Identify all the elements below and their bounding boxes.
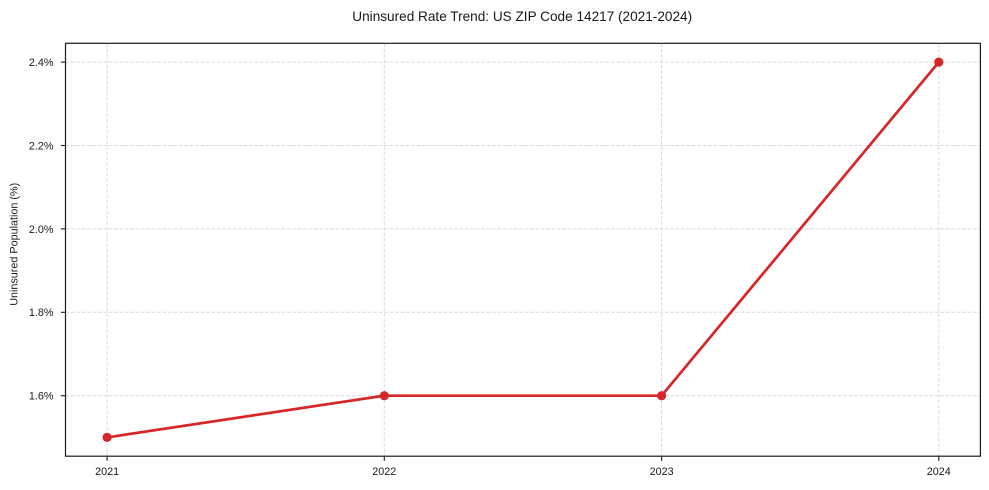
- svg-text:2.2%: 2.2%: [29, 140, 54, 152]
- svg-text:Uninsured Population (%): Uninsured Population (%): [8, 183, 20, 306]
- svg-text:2021: 2021: [95, 466, 119, 478]
- svg-text:Uninsured Rate Trend: US ZIP C: Uninsured Rate Trend: US ZIP Code 14217 …: [352, 9, 692, 24]
- svg-text:2024: 2024: [927, 466, 951, 478]
- svg-text:2022: 2022: [372, 466, 396, 478]
- svg-text:2.0%: 2.0%: [29, 224, 54, 236]
- svg-text:2023: 2023: [650, 466, 674, 478]
- svg-text:1.8%: 1.8%: [29, 307, 54, 319]
- svg-text:2.4%: 2.4%: [29, 57, 54, 69]
- svg-text:1.6%: 1.6%: [29, 391, 54, 403]
